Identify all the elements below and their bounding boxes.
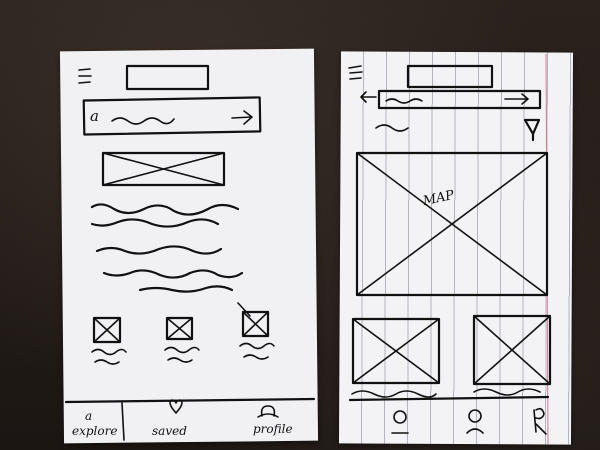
tab-profile-label[interactable]: profile	[253, 422, 293, 436]
title-placeholder-box	[125, 64, 210, 91]
hamburger-menu-icon-right[interactable]	[348, 65, 363, 80]
heart-icon[interactable]	[169, 399, 183, 414]
search-bar[interactable]	[82, 96, 262, 136]
filter-funnel-icon[interactable]	[523, 118, 541, 142]
image-placeholder	[101, 151, 226, 187]
listing-thumbnail-2[interactable]	[472, 314, 552, 386]
listing-caption-squiggles	[351, 388, 541, 398]
thumbnail-card-2[interactable]	[164, 316, 200, 363]
description-text-squiggles	[90, 203, 244, 293]
explore-tab-icon[interactable]	[391, 410, 409, 434]
tab-explore-label[interactable]: explore	[72, 424, 118, 438]
bottom-tab-bar	[64, 397, 316, 441]
explore-tab-icon-left[interactable]: a	[85, 409, 93, 423]
search-icon: a	[90, 107, 99, 125]
thumbnail-card-1[interactable]	[91, 316, 127, 365]
location-text-squiggle	[375, 124, 409, 132]
arrow-right-icon-right[interactable]	[504, 93, 529, 105]
arrow-right-icon[interactable]	[231, 110, 253, 125]
settings-tab-icon[interactable]	[533, 407, 547, 435]
listing-thumbnail-1[interactable]	[351, 317, 441, 385]
tab-saved-label[interactable]: saved	[152, 424, 187, 438]
bottom-nav-divider	[348, 395, 550, 402]
hamburger-menu-icon[interactable]	[78, 68, 92, 84]
search-bar-right[interactable]	[377, 89, 542, 110]
person-icon[interactable]	[257, 405, 279, 418]
back-arrow-icon[interactable]	[360, 91, 377, 103]
map-placeholder[interactable]	[355, 151, 549, 297]
profile-tab-icon[interactable]	[466, 409, 484, 434]
thumbnail-card-3[interactable]	[237, 302, 275, 360]
title-placeholder-box-right	[406, 64, 494, 89]
search-text-squiggle	[111, 117, 175, 125]
